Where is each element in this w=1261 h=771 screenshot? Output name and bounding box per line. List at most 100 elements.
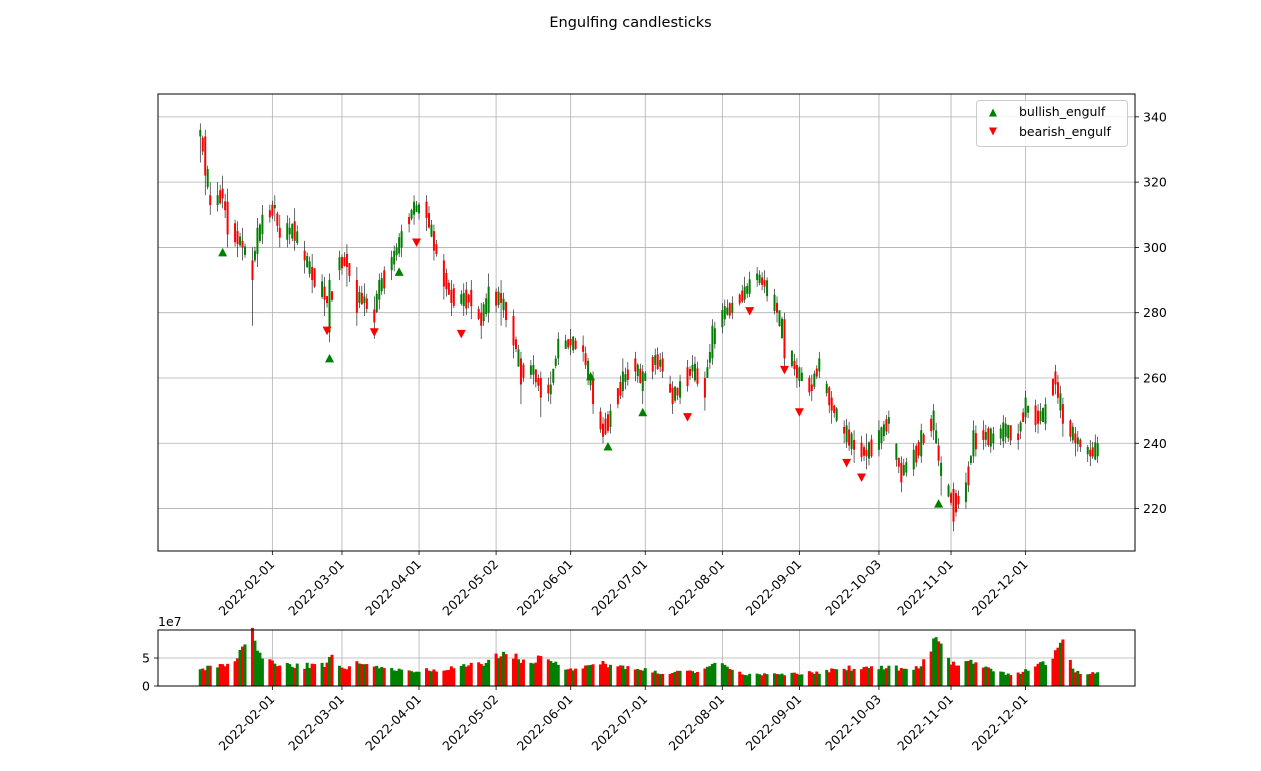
candle-body	[557, 338, 560, 359]
candle-body	[331, 291, 334, 300]
candle-body	[656, 354, 659, 370]
volume-bar	[922, 659, 926, 686]
volume-bar	[362, 664, 366, 686]
volume-bar	[623, 669, 627, 686]
volume-bar	[484, 662, 488, 686]
candle-body	[843, 426, 846, 434]
volume-bar	[755, 673, 759, 686]
bullish-engulf-marker	[586, 371, 596, 381]
volume-bar	[797, 674, 801, 686]
candle-body	[224, 201, 227, 211]
volume-bar	[1006, 673, 1010, 686]
candle-body	[495, 291, 498, 306]
candle-body	[743, 286, 746, 300]
volume-bar	[275, 666, 279, 686]
candle-body	[761, 277, 764, 285]
volume-bar	[203, 670, 207, 686]
candle-body	[400, 231, 403, 248]
candle-body	[529, 365, 532, 375]
volume-bar	[330, 654, 334, 686]
price-y-tick-label: 300	[1143, 240, 1167, 255]
candle-body	[502, 298, 505, 311]
candle-body	[641, 371, 644, 392]
volume-bar	[842, 668, 846, 686]
legend-bearish-marker-icon	[989, 127, 997, 136]
volume-bar	[536, 655, 540, 686]
volume-bar	[1016, 672, 1020, 686]
candle-body	[460, 294, 463, 304]
candle-body	[671, 387, 674, 405]
volume-bar	[949, 664, 953, 686]
candle-body	[865, 449, 868, 457]
candle-body	[425, 201, 428, 219]
candle-body	[505, 302, 508, 320]
candle-body	[830, 397, 833, 411]
candle-body	[731, 302, 734, 313]
bullish-engulf-marker	[934, 499, 944, 508]
volume-bar	[991, 671, 995, 686]
candle-body	[470, 289, 473, 307]
candle-body	[1042, 407, 1045, 423]
candle-body	[905, 462, 908, 473]
price-y-tick-label: 280	[1143, 305, 1167, 320]
candle-body	[634, 358, 637, 372]
candle-body	[987, 428, 990, 446]
candle-body	[258, 224, 261, 241]
candle-body	[1039, 411, 1042, 421]
candle-body	[810, 384, 813, 392]
volume-bar	[999, 671, 1003, 686]
candle-body	[793, 360, 796, 370]
volume-bars	[198, 627, 1100, 686]
candle-body	[860, 442, 863, 457]
volume-bar	[410, 671, 414, 686]
candle-body	[1022, 412, 1025, 422]
volume-bar	[531, 663, 535, 686]
candle-body	[1096, 443, 1099, 457]
candle-body	[825, 383, 828, 394]
candle-body	[1034, 405, 1037, 425]
candle-body	[1089, 449, 1092, 457]
volume-bar	[1036, 663, 1040, 686]
volume-bar	[340, 667, 344, 686]
volume-bar	[452, 668, 456, 686]
candle-body	[432, 231, 435, 251]
candle-body	[877, 430, 880, 450]
candle-body	[539, 377, 542, 398]
candle-body	[549, 384, 552, 395]
volume-bar	[952, 661, 956, 686]
volume-bar	[653, 670, 657, 686]
candle-body	[915, 445, 918, 463]
candle-body	[500, 293, 503, 303]
candle-body	[415, 205, 418, 212]
volume-bar	[206, 665, 210, 686]
volume-bar	[865, 666, 869, 686]
volume-bar	[730, 669, 734, 686]
candle-body	[435, 244, 438, 254]
candle-body	[654, 355, 657, 365]
volume-bar	[815, 671, 819, 686]
candle-body	[813, 373, 816, 387]
candle-body	[728, 303, 731, 316]
candle-body	[661, 358, 664, 372]
volume-bar	[725, 666, 729, 686]
candle-body	[487, 286, 490, 313]
candle-body	[447, 282, 450, 295]
volume-bar	[1088, 673, 1092, 686]
candle-body	[696, 368, 699, 384]
candle-body	[621, 371, 624, 392]
candle-body	[564, 340, 567, 349]
volume-bar	[208, 665, 212, 686]
volume-bar	[668, 673, 672, 686]
candle-body	[1027, 405, 1030, 413]
candle-body	[482, 304, 485, 322]
candle-body	[659, 359, 662, 367]
candle-body	[1044, 404, 1047, 424]
volume-bar	[412, 672, 416, 686]
candle-body	[930, 418, 933, 432]
candle-body	[798, 367, 801, 381]
volume-bar	[1061, 639, 1065, 686]
price-y-tick-label: 320	[1143, 175, 1167, 190]
volume-bar	[616, 666, 620, 686]
volume-bar	[850, 670, 854, 686]
price-y-tick-label: 260	[1143, 370, 1167, 385]
